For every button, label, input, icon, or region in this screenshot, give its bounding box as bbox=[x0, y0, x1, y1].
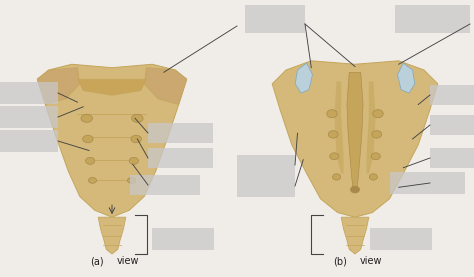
Bar bbox=[148, 148, 213, 168]
Polygon shape bbox=[37, 68, 80, 104]
Polygon shape bbox=[347, 72, 363, 187]
Bar bbox=[237, 155, 295, 175]
Polygon shape bbox=[144, 68, 187, 104]
Polygon shape bbox=[272, 61, 438, 217]
Bar bbox=[370, 228, 432, 250]
Bar bbox=[0, 130, 58, 152]
Ellipse shape bbox=[129, 157, 138, 164]
Text: view: view bbox=[117, 256, 139, 266]
Polygon shape bbox=[366, 81, 376, 173]
Ellipse shape bbox=[131, 135, 141, 143]
Ellipse shape bbox=[327, 110, 337, 118]
Text: (b): (b) bbox=[333, 256, 347, 266]
Bar bbox=[430, 148, 474, 168]
Bar bbox=[395, 5, 470, 33]
Text: (a): (a) bbox=[90, 256, 104, 266]
Ellipse shape bbox=[328, 131, 338, 138]
Bar bbox=[237, 175, 295, 197]
Polygon shape bbox=[295, 63, 312, 93]
Ellipse shape bbox=[85, 157, 95, 164]
Bar bbox=[130, 175, 200, 195]
Text: view: view bbox=[360, 256, 383, 266]
Bar bbox=[245, 5, 305, 33]
Polygon shape bbox=[334, 81, 344, 173]
Ellipse shape bbox=[333, 174, 341, 180]
Bar bbox=[430, 115, 474, 135]
Ellipse shape bbox=[132, 114, 143, 122]
Bar bbox=[390, 172, 465, 194]
Bar bbox=[0, 82, 58, 104]
Ellipse shape bbox=[81, 114, 92, 122]
Bar bbox=[0, 106, 58, 128]
Polygon shape bbox=[78, 79, 146, 95]
Bar bbox=[148, 123, 213, 143]
Bar bbox=[430, 85, 474, 105]
Bar bbox=[152, 228, 214, 250]
Ellipse shape bbox=[89, 178, 97, 183]
Polygon shape bbox=[37, 64, 187, 217]
Polygon shape bbox=[398, 63, 415, 93]
Ellipse shape bbox=[128, 178, 136, 183]
Ellipse shape bbox=[330, 153, 339, 160]
Polygon shape bbox=[98, 217, 126, 254]
Ellipse shape bbox=[82, 135, 93, 143]
Ellipse shape bbox=[371, 153, 380, 160]
Ellipse shape bbox=[369, 174, 377, 180]
Ellipse shape bbox=[373, 110, 383, 118]
Ellipse shape bbox=[372, 131, 382, 138]
Polygon shape bbox=[341, 217, 369, 254]
Ellipse shape bbox=[350, 186, 360, 193]
